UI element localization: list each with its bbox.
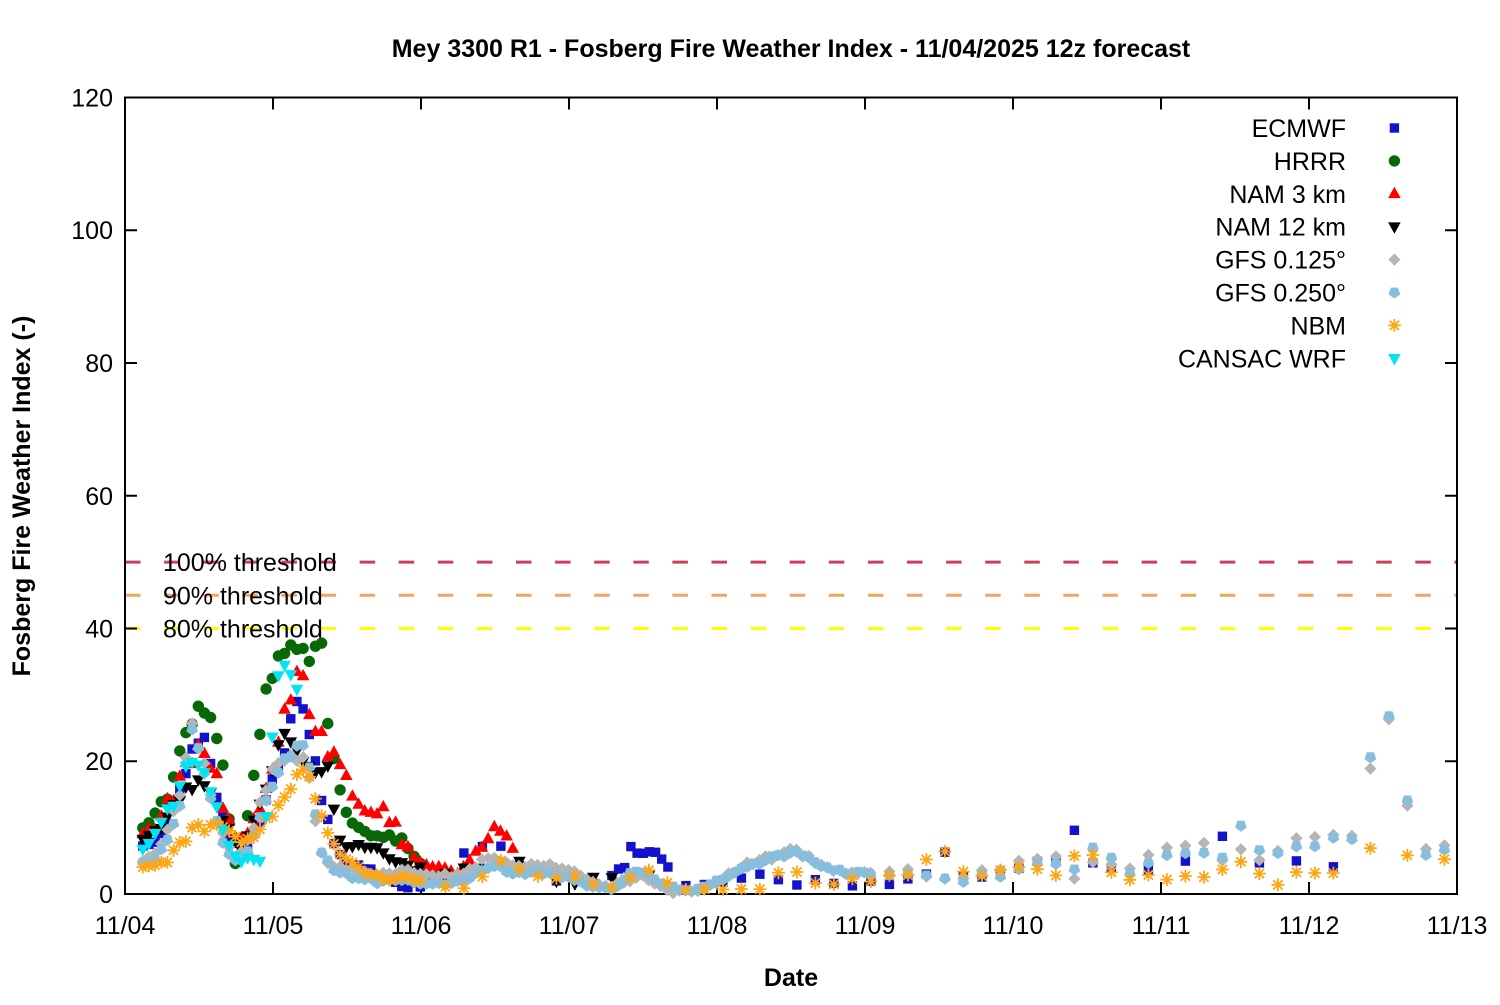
svg-text:11/12: 11/12 xyxy=(1279,912,1340,940)
svg-text:GFS 0.250°: GFS 0.250° xyxy=(1215,280,1346,308)
svg-text:NAM 3 km: NAM 3 km xyxy=(1229,181,1346,209)
svg-text:HRRR: HRRR xyxy=(1274,148,1346,176)
svg-text:NBM: NBM xyxy=(1290,312,1346,340)
svg-text:11/11: 11/11 xyxy=(1132,912,1191,940)
svg-text:11/07: 11/07 xyxy=(539,912,600,940)
svg-text:11/13: 11/13 xyxy=(1427,912,1488,940)
svg-text:80: 80 xyxy=(85,350,113,378)
svg-text:11/05: 11/05 xyxy=(243,912,304,940)
svg-text:0: 0 xyxy=(99,881,113,909)
svg-text:40: 40 xyxy=(85,616,113,644)
svg-text:11/09: 11/09 xyxy=(835,912,896,940)
svg-text:60: 60 xyxy=(85,483,113,511)
svg-text:120: 120 xyxy=(71,85,113,113)
svg-text:GFS 0.125°: GFS 0.125° xyxy=(1215,247,1346,275)
svg-text:Date: Date xyxy=(764,964,818,992)
svg-text:ECMWF: ECMWF xyxy=(1252,115,1346,143)
svg-text:Mey 3300 R1 - Fosberg Fire Wea: Mey 3300 R1 - Fosberg Fire Weather Index… xyxy=(392,35,1191,63)
svg-text:100% threshold: 100% threshold xyxy=(163,549,337,577)
svg-text:20: 20 xyxy=(85,748,113,776)
svg-text:100: 100 xyxy=(71,217,113,245)
svg-text:CANSAC WRF: CANSAC WRF xyxy=(1178,345,1346,373)
svg-text:11/04: 11/04 xyxy=(95,912,156,940)
svg-text:Fosberg Fire Weather Index (-): Fosberg Fire Weather Index (-) xyxy=(8,316,36,677)
svg-text:11/10: 11/10 xyxy=(983,912,1044,940)
svg-text:11/06: 11/06 xyxy=(391,912,452,940)
svg-text:NAM 12 km: NAM 12 km xyxy=(1215,214,1346,242)
svg-text:80% threshold: 80% threshold xyxy=(163,616,323,644)
svg-text:11/08: 11/08 xyxy=(687,912,748,940)
svg-text:90% threshold: 90% threshold xyxy=(163,582,323,610)
